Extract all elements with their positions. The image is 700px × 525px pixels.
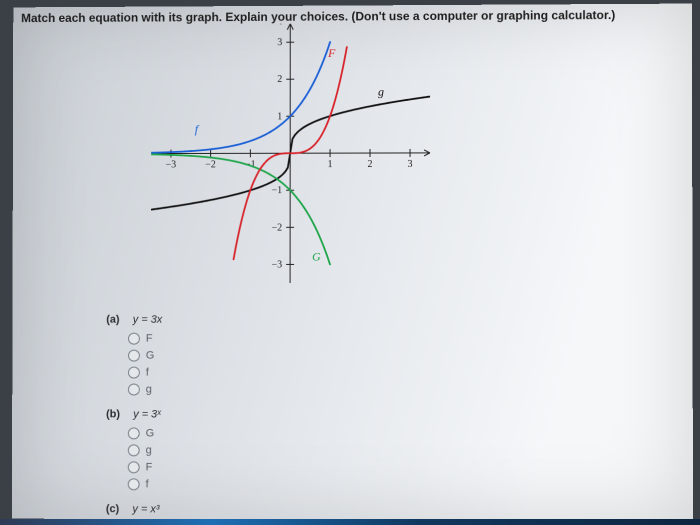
option-label: f <box>146 478 149 490</box>
taskbar <box>0 519 700 525</box>
svg-text:2: 2 <box>277 74 282 85</box>
radio-icon <box>128 384 140 396</box>
function-chart: −3−2−1123−3−2−1123xygfGF <box>151 23 430 283</box>
svg-text:−3: −3 <box>166 159 177 170</box>
svg-text:2: 2 <box>368 159 373 170</box>
question-b: (b) y = 3ˣ G g F f <box>106 404 161 495</box>
equation-b: y = 3ˣ <box>133 408 161 420</box>
option-label: F <box>146 461 153 473</box>
svg-text:−1: −1 <box>272 185 283 196</box>
radio-icon <box>128 427 140 439</box>
option-a-1[interactable]: G <box>128 350 162 362</box>
option-label: f <box>146 367 149 379</box>
radio-icon <box>128 333 140 345</box>
option-a-0[interactable]: F <box>128 333 162 345</box>
svg-text:y: y <box>280 23 287 25</box>
radio-icon <box>128 444 140 456</box>
option-b-2[interactable]: F <box>128 461 161 473</box>
option-b-3[interactable]: f <box>128 478 161 490</box>
worksheet-page: Match each equation with its graph. Expl… <box>12 4 693 523</box>
svg-text:1: 1 <box>328 159 333 170</box>
option-b-0[interactable]: G <box>128 427 161 439</box>
option-label: G <box>146 350 155 362</box>
part-label-b: (b) <box>106 408 120 420</box>
question-c: (c) y = x³ <box>106 499 160 517</box>
option-label: F <box>146 333 153 345</box>
radio-icon <box>128 478 140 490</box>
part-label-a: (a) <box>106 314 119 326</box>
radio-icon <box>128 367 140 379</box>
svg-text:F: F <box>327 46 336 60</box>
option-label: g <box>146 444 152 456</box>
svg-text:3: 3 <box>408 159 413 170</box>
option-a-3[interactable]: g <box>128 384 162 396</box>
radio-icon <box>128 461 140 473</box>
svg-text:−2: −2 <box>205 159 216 170</box>
prompt-text: Match each equation with its graph. Expl… <box>21 8 615 25</box>
equation-c: y = x³ <box>132 503 159 515</box>
option-label: G <box>146 427 155 439</box>
svg-text:−3: −3 <box>272 259 283 270</box>
option-a-2[interactable]: f <box>128 367 162 379</box>
option-b-1[interactable]: g <box>128 444 161 456</box>
svg-text:3: 3 <box>277 37 282 48</box>
svg-text:1: 1 <box>277 111 282 122</box>
svg-text:g: g <box>378 84 384 98</box>
svg-text:−2: −2 <box>272 222 283 233</box>
svg-text:G: G <box>312 250 321 264</box>
svg-text:f: f <box>195 122 200 136</box>
equation-a: y = 3x <box>133 314 162 326</box>
question-a: (a) y = 3x F G f g <box>106 310 162 401</box>
radio-icon <box>128 350 140 362</box>
part-label-c: (c) <box>106 503 119 515</box>
option-label: g <box>146 384 152 396</box>
